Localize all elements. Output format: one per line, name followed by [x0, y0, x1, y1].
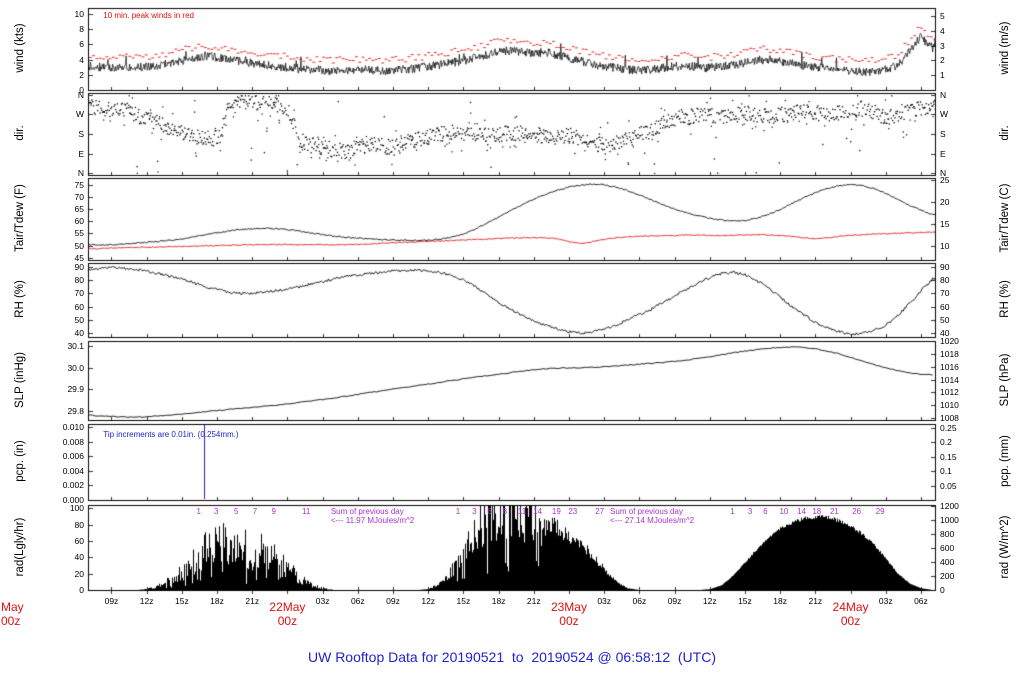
figure-title: UW Rooftop Data for 20190521 to 20190524… [307, 649, 716, 665]
